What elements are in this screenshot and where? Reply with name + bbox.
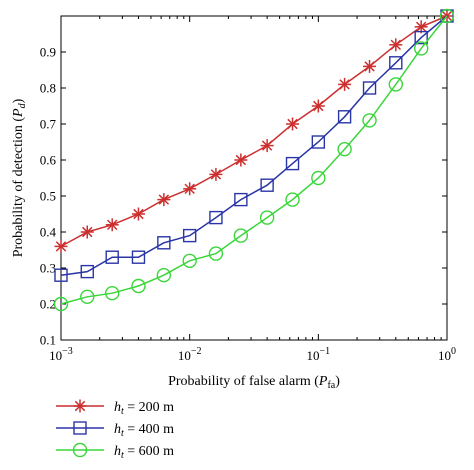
square-marker bbox=[209, 210, 223, 225]
asterisk-marker bbox=[234, 153, 248, 167]
asterisk-marker bbox=[73, 399, 87, 413]
square-marker bbox=[131, 250, 146, 264]
circle-marker bbox=[311, 170, 326, 186]
y-tick-label: 0.8 bbox=[40, 81, 56, 96]
square-marker bbox=[105, 250, 119, 264]
series-2 bbox=[54, 9, 454, 282]
legend-label: ht = 600 m bbox=[114, 444, 174, 461]
asterisk-marker bbox=[80, 225, 94, 239]
square-marker bbox=[285, 156, 300, 171]
circle-marker bbox=[388, 77, 403, 92]
circle-marker bbox=[105, 286, 120, 301]
asterisk-marker bbox=[183, 182, 197, 196]
legend-item: ht = 400 m bbox=[56, 421, 174, 439]
circle-marker bbox=[208, 246, 224, 261]
square-marker bbox=[182, 228, 197, 243]
asterisk-marker bbox=[209, 167, 223, 181]
x-tick-label: 10−1 bbox=[307, 346, 331, 363]
circle-marker bbox=[182, 253, 197, 268]
square-marker bbox=[157, 236, 171, 250]
x-axis-title: Probability of false alarm (Pfa) bbox=[168, 374, 340, 391]
asterisk-marker bbox=[389, 38, 403, 52]
square-marker bbox=[73, 421, 87, 435]
square-marker bbox=[414, 30, 428, 45]
series-1 bbox=[54, 9, 454, 253]
square-marker bbox=[234, 192, 248, 207]
axis-ticks: 0.1 0.2 0.3 0.4 0.5 0.6 0.7 0.8 0.9 10−3 10−2 10−1 1… bbox=[40, 16, 456, 363]
y-tick-label: 0.6 bbox=[40, 153, 57, 168]
x-tick-label: 100 bbox=[438, 346, 456, 363]
asterisk-marker bbox=[260, 139, 274, 153]
asterisk-marker bbox=[338, 77, 352, 91]
series-line bbox=[60, 15, 448, 276]
circle-marker bbox=[439, 8, 455, 24]
circle-marker bbox=[259, 210, 275, 225]
square-marker bbox=[54, 268, 68, 282]
legend-item: ht = 200 m bbox=[56, 399, 174, 417]
asterisk-marker bbox=[105, 218, 119, 232]
legend: ht = 200 m ht = 400 m ht = 600 m bbox=[56, 399, 174, 461]
circle-marker bbox=[53, 296, 69, 312]
y-tick-label: 0.2 bbox=[40, 297, 56, 312]
series-3 bbox=[53, 8, 455, 312]
square-marker bbox=[389, 56, 403, 70]
circle-marker bbox=[72, 442, 88, 458]
asterisk-marker bbox=[131, 207, 145, 221]
series-layer bbox=[53, 8, 455, 312]
plot-area-frame bbox=[60, 15, 448, 341]
asterisk-marker bbox=[286, 117, 300, 131]
circle-marker bbox=[233, 228, 249, 243]
square-marker bbox=[311, 135, 326, 149]
circle-marker bbox=[80, 289, 95, 304]
y-tick-label: 0.7 bbox=[40, 117, 57, 132]
asterisk-marker bbox=[54, 239, 68, 253]
series-line bbox=[60, 15, 448, 248]
x-tick-label: 10−3 bbox=[49, 346, 73, 363]
y-axis-title: Probability of detection (Pd) bbox=[11, 98, 28, 257]
legend-label: ht = 200 m bbox=[114, 400, 174, 417]
asterisk-marker bbox=[157, 193, 171, 207]
legend-label: ht = 400 m bbox=[114, 422, 174, 439]
square-marker bbox=[337, 110, 352, 124]
square-marker bbox=[80, 264, 94, 279]
x-tick-label: 10−2 bbox=[178, 346, 202, 363]
circle-marker bbox=[131, 278, 146, 294]
circle-marker bbox=[285, 192, 300, 207]
square-marker bbox=[362, 81, 377, 95]
y-tick-label: 0.1 bbox=[40, 333, 56, 348]
circle-marker bbox=[362, 113, 377, 128]
legend-item: ht = 600 m bbox=[56, 442, 174, 461]
square-marker bbox=[260, 178, 274, 192]
circle-marker bbox=[413, 41, 429, 56]
y-tick-label: 0.3 bbox=[40, 261, 56, 276]
y-tick-label: 0.9 bbox=[40, 45, 56, 60]
asterisk-marker bbox=[363, 59, 377, 73]
y-tick-label: 0.5 bbox=[40, 189, 56, 204]
circle-marker bbox=[337, 141, 352, 157]
asterisk-marker bbox=[311, 99, 325, 113]
series-line bbox=[60, 15, 448, 305]
circle-marker bbox=[156, 268, 172, 283]
y-tick-label: 0.4 bbox=[40, 225, 57, 240]
